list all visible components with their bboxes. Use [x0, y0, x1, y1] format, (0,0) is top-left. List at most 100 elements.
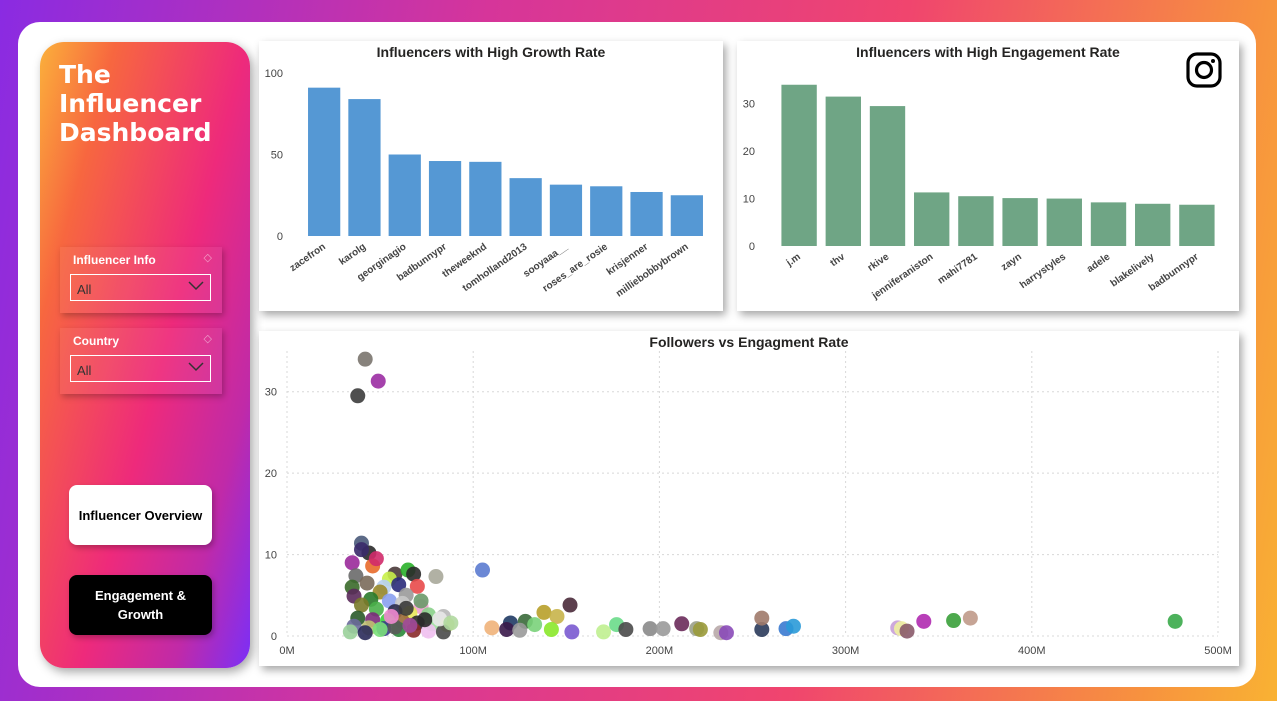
scatter-point	[596, 624, 612, 640]
scatter-point	[562, 597, 578, 613]
scatter-point	[348, 568, 364, 584]
title-line: Dashboard	[59, 118, 212, 147]
scatter-point	[421, 623, 437, 639]
dropdown-value: All	[77, 282, 92, 297]
scatter-point	[357, 625, 373, 641]
influencer-overview-button[interactable]: Influencer Overview	[69, 485, 212, 545]
instagram-icon	[1186, 52, 1222, 88]
scatter-point	[618, 621, 634, 637]
x-tick-label: 200M	[646, 645, 674, 657]
influencer-info-dropdown[interactable]: All	[70, 274, 211, 301]
slicer-label: Influencer Info	[73, 253, 156, 267]
bar	[670, 195, 703, 236]
scatter-point	[564, 624, 580, 640]
y-tick-label: 30	[743, 99, 755, 111]
x-tick-label: 500M	[1204, 645, 1232, 657]
bar	[1002, 198, 1038, 246]
bar	[781, 84, 817, 246]
x-tick-label: harrystyles	[1018, 251, 1068, 291]
x-tick-label: zacefron	[288, 241, 328, 274]
bar	[869, 106, 906, 246]
bar	[1090, 202, 1127, 246]
country-dropdown[interactable]: All	[70, 355, 211, 382]
followers-vs-engagement-card[interactable]: Followers vs Engagment Rate 0 10 20 30 0M 100…	[259, 331, 1239, 666]
eraser-icon[interactable]: ◇	[203, 333, 212, 345]
chart-title: Influencers with High Engagement Rate	[856, 44, 1120, 60]
scatter-point	[406, 566, 422, 582]
bar	[958, 196, 994, 246]
growth-rate-chart-card[interactable]: Influencers with High Growth Rate 0 50 100…	[259, 41, 723, 311]
bar	[308, 87, 341, 236]
title-line: The	[59, 60, 111, 89]
scatter-point	[353, 542, 369, 558]
title-line: Influencer	[59, 89, 202, 118]
scatter-point	[642, 621, 658, 637]
eraser-icon[interactable]: ◇	[203, 252, 212, 264]
x-tick-label: j.m	[784, 251, 803, 269]
scatter-point	[475, 562, 491, 578]
y-tick-label: 20	[743, 146, 755, 158]
y-tick-label: 30	[265, 387, 277, 399]
scatter-point	[344, 555, 360, 571]
bar	[1046, 198, 1082, 246]
button-label-line: Engagement &	[94, 588, 186, 603]
bar	[388, 154, 421, 236]
chart-title: Followers vs Engagment Rate	[649, 334, 849, 350]
bar	[590, 186, 623, 236]
scatter-point	[1167, 613, 1183, 629]
scatter-point	[916, 613, 932, 629]
button-label: Influencer Overview	[78, 507, 203, 523]
bar	[825, 96, 861, 246]
y-tick-label: 20	[265, 468, 277, 480]
scatter-point	[409, 578, 425, 594]
scatter-point	[899, 623, 915, 639]
influencer-info-slicer: Influencer Info ◇ All	[60, 247, 222, 313]
engagement-rate-chart-card[interactable]: Influencers with High Engagement Rate 0 1…	[737, 41, 1239, 311]
x-tick-label: zayn	[999, 251, 1024, 273]
scatter-point	[718, 625, 734, 641]
scatter-point	[536, 604, 552, 620]
scatter-point	[484, 620, 500, 636]
dropdown-value: All	[77, 363, 92, 378]
y-tick-label: 0	[277, 231, 283, 243]
x-tick-label: adele	[1085, 251, 1113, 275]
x-tick-label: milliebobbybrown	[614, 241, 690, 299]
scatter-point	[350, 388, 366, 404]
y-tick-label: 100	[265, 68, 283, 80]
bar	[1179, 204, 1215, 246]
y-tick-label: 0	[271, 631, 277, 643]
scatter-point	[359, 575, 375, 591]
scatter-point	[391, 577, 407, 593]
y-tick-label: 50	[271, 150, 283, 162]
bar	[509, 178, 542, 236]
engagement-growth-button[interactable]: Engagement & Growth	[69, 575, 212, 635]
y-tick-label: 10	[743, 194, 755, 206]
bar	[469, 161, 502, 236]
scatter-point	[655, 621, 671, 637]
scatter-point	[413, 593, 429, 609]
scatter-point	[692, 621, 708, 637]
button-label-line: Growth	[117, 607, 164, 622]
scatter-point	[946, 613, 962, 629]
scatter-point	[785, 618, 801, 634]
bar	[348, 99, 381, 236]
scatter-point	[754, 621, 770, 637]
x-tick-label: mahi7781	[936, 251, 980, 286]
bar	[549, 184, 583, 236]
scatter-point	[549, 608, 565, 624]
chevron-down-icon	[188, 362, 204, 372]
x-tick-label: badbunnypr	[1147, 251, 1201, 293]
dashboard-title: The Influencer Dashboard	[59, 60, 239, 147]
scatter-point	[342, 624, 358, 640]
slicer-label: Country	[73, 334, 119, 348]
x-tick-label: 400M	[1018, 645, 1046, 657]
x-tick-label: thv	[828, 251, 847, 269]
chart-title: Influencers with High Growth Rate	[376, 44, 606, 60]
x-tick-label: 300M	[832, 645, 860, 657]
bar	[630, 191, 663, 236]
scatter-point	[402, 617, 418, 633]
scatter-point	[368, 551, 384, 567]
